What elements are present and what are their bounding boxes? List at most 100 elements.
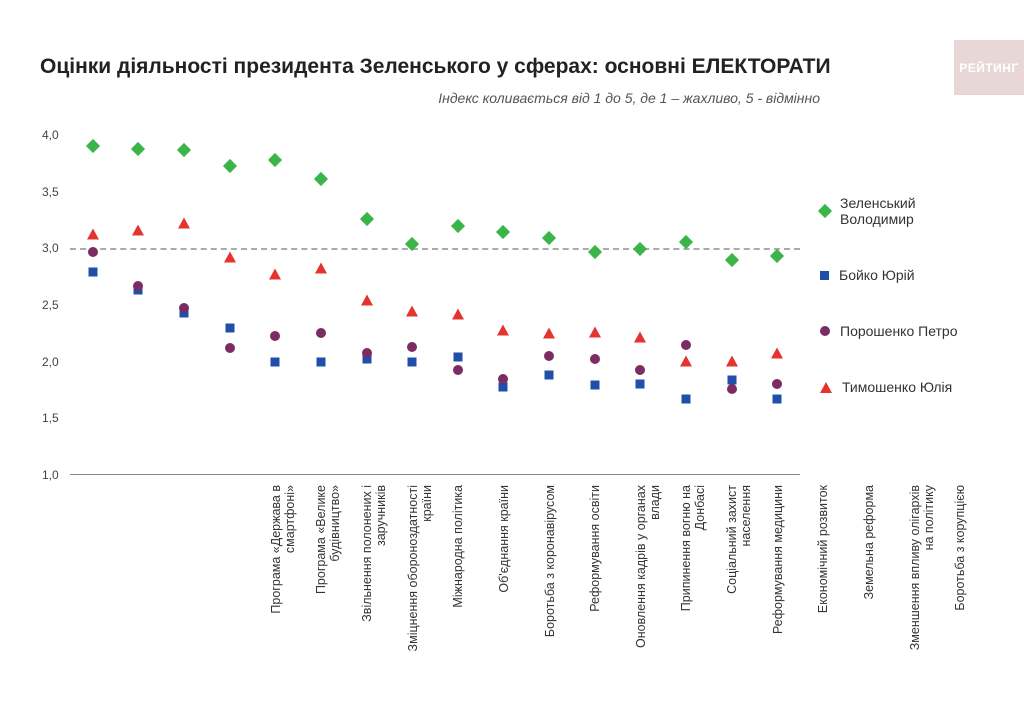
data-point: [270, 331, 280, 341]
data-point: [316, 357, 325, 366]
x-axis-label: Боротьба з корупцією: [953, 485, 967, 655]
data-point: [680, 355, 692, 366]
data-point: [772, 379, 782, 389]
x-axis-label: Боротьба з коронавірусом: [543, 485, 557, 655]
data-point: [177, 143, 191, 157]
x-axis-label: Програма «Велике будівництво»: [314, 485, 343, 655]
data-point: [359, 212, 373, 226]
data-point: [590, 354, 600, 364]
data-point: [544, 351, 554, 361]
data-point: [498, 374, 508, 384]
legend-item: Порошенко Петро: [820, 323, 990, 339]
legend: Зеленський Володимир Бойко Юрій Порошенко …: [820, 195, 990, 435]
legend-marker-icon: [820, 382, 832, 393]
legend-item: Тимошенко Юлія: [820, 379, 990, 395]
data-point: [543, 328, 555, 339]
data-point: [133, 281, 143, 291]
data-point: [361, 295, 373, 306]
x-axis-label: Зміцнення обороноздатності країни: [406, 485, 435, 655]
data-point: [453, 365, 463, 375]
x-axis-label: Програма «Держава в смартфоні»: [269, 485, 298, 655]
data-point: [588, 245, 602, 259]
data-point: [679, 234, 693, 248]
data-point: [408, 357, 417, 366]
data-point: [315, 262, 327, 273]
x-axis-label: Припинення вогню на Донбасі: [679, 485, 708, 655]
legend-item: Зеленський Володимир: [820, 195, 990, 227]
data-point: [88, 247, 98, 257]
data-point: [681, 340, 691, 350]
data-point: [269, 269, 281, 280]
data-point: [271, 357, 280, 366]
data-point: [633, 242, 647, 256]
data-point: [726, 355, 738, 366]
data-point: [545, 371, 554, 380]
plot-area: 1,01,52,02,53,03,54,0: [70, 135, 800, 475]
data-point: [634, 331, 646, 342]
x-axis-label: Соціальний захист населення: [725, 485, 754, 655]
data-point: [589, 327, 601, 338]
brand-text: РЕЙТИНГ: [959, 61, 1019, 75]
legend-label: Порошенко Петро: [840, 323, 958, 339]
x-axis-label: Об'єднання країни: [497, 485, 511, 655]
y-axis-tick: 2,5: [42, 298, 59, 312]
x-axis-label: Земельна реформа: [862, 485, 876, 655]
legend-item: Бойко Юрій: [820, 267, 990, 283]
x-axis-label: Зменшення впливу олігархів на політику: [908, 485, 937, 655]
x-axis-label: Міжнародна політика: [451, 485, 465, 655]
data-point: [87, 228, 99, 239]
legend-label: Зеленський Володимир: [840, 195, 990, 227]
data-point: [771, 347, 783, 358]
data-point: [268, 153, 282, 167]
data-point: [225, 343, 235, 353]
data-point: [225, 323, 234, 332]
data-point: [453, 353, 462, 362]
reference-line: [70, 248, 800, 250]
y-axis-tick: 4,0: [42, 128, 59, 142]
chart-container: 1,01,52,02,53,03,54,0 Зеленський Володим…: [40, 135, 980, 695]
data-point: [681, 395, 690, 404]
data-point: [773, 395, 782, 404]
data-point: [452, 309, 464, 320]
x-axis-label: Реформування медицини: [771, 485, 785, 655]
y-axis-tick: 3,0: [42, 241, 59, 255]
data-point: [178, 218, 190, 229]
data-point: [224, 252, 236, 263]
legend-label: Бойко Юрій: [839, 267, 915, 283]
data-point: [88, 268, 97, 277]
x-axis-label: Оновлення кадрів у органах влади: [634, 485, 663, 655]
y-axis-tick: 2,0: [42, 355, 59, 369]
data-point: [86, 139, 100, 153]
data-point: [635, 365, 645, 375]
data-point: [636, 380, 645, 389]
legend-marker-icon: [818, 204, 832, 218]
x-axis-label: Звільнення полонених і заручників: [360, 485, 389, 655]
y-axis-tick: 3,5: [42, 185, 59, 199]
data-point: [406, 305, 418, 316]
legend-marker-icon: [820, 271, 829, 280]
legend-label: Тимошенко Юлія: [842, 379, 952, 395]
y-axis-tick: 1,5: [42, 411, 59, 425]
data-point: [770, 249, 784, 263]
x-axis-label: Економічний розвиток: [816, 485, 830, 655]
x-axis-label: Реформування освіти: [588, 485, 602, 655]
legend-marker-icon: [820, 326, 830, 336]
data-point: [179, 303, 189, 313]
chart-subtitle: Індекс коливається від 1 до 5, де 1 – жа…: [40, 90, 820, 106]
data-point: [727, 384, 737, 394]
data-point: [223, 159, 237, 173]
data-point: [132, 225, 144, 236]
page: РЕЙТИНГ Оцінки діяльності президента Зел…: [0, 0, 1024, 713]
data-point: [362, 348, 372, 358]
data-point: [496, 225, 510, 239]
data-point: [316, 328, 326, 338]
data-point: [724, 253, 738, 267]
data-point: [451, 219, 465, 233]
data-point: [590, 381, 599, 390]
data-point: [497, 324, 509, 335]
data-point: [542, 231, 556, 245]
y-axis-tick: 1,0: [42, 468, 59, 482]
brand-badge: РЕЙТИНГ: [954, 40, 1024, 95]
data-point: [314, 172, 328, 186]
data-point: [131, 142, 145, 156]
